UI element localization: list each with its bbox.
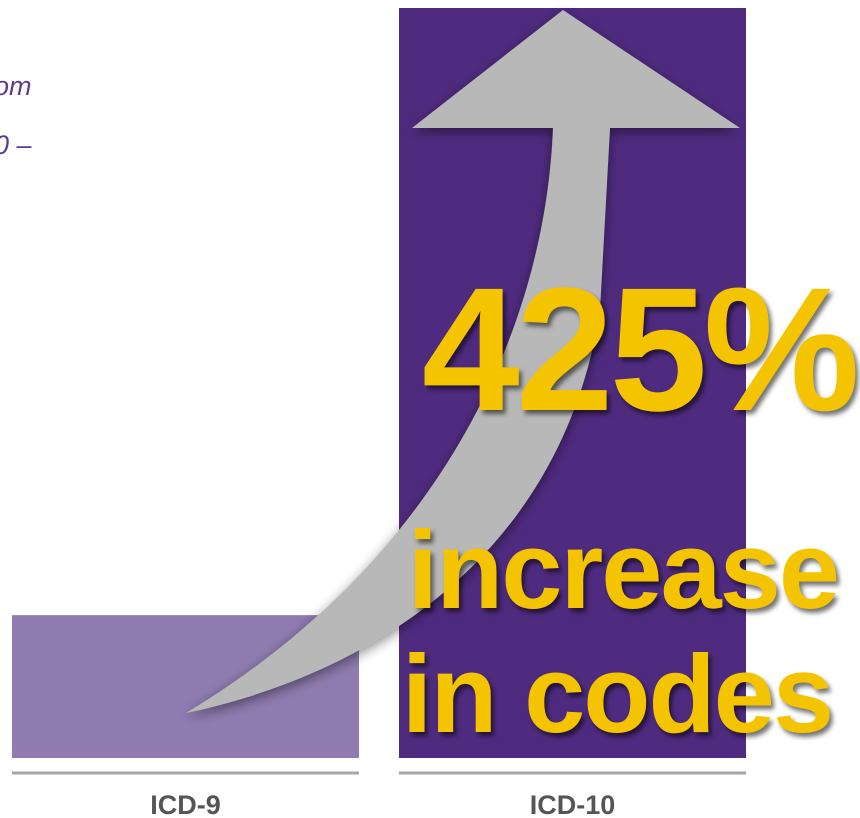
intro-text-line-2: 0 – (0, 130, 32, 160)
increase-percent-callout: 425% (421, 252, 860, 448)
x-tick-label: ICD-10 (530, 790, 616, 818)
codes-label-callout: in codes (401, 633, 834, 756)
x-tick-label: ICD-9 (150, 790, 221, 818)
intro-text-line-1: om (0, 71, 32, 101)
increase-label-callout: increase (407, 509, 840, 632)
upward-arrow-icon (186, 10, 740, 713)
